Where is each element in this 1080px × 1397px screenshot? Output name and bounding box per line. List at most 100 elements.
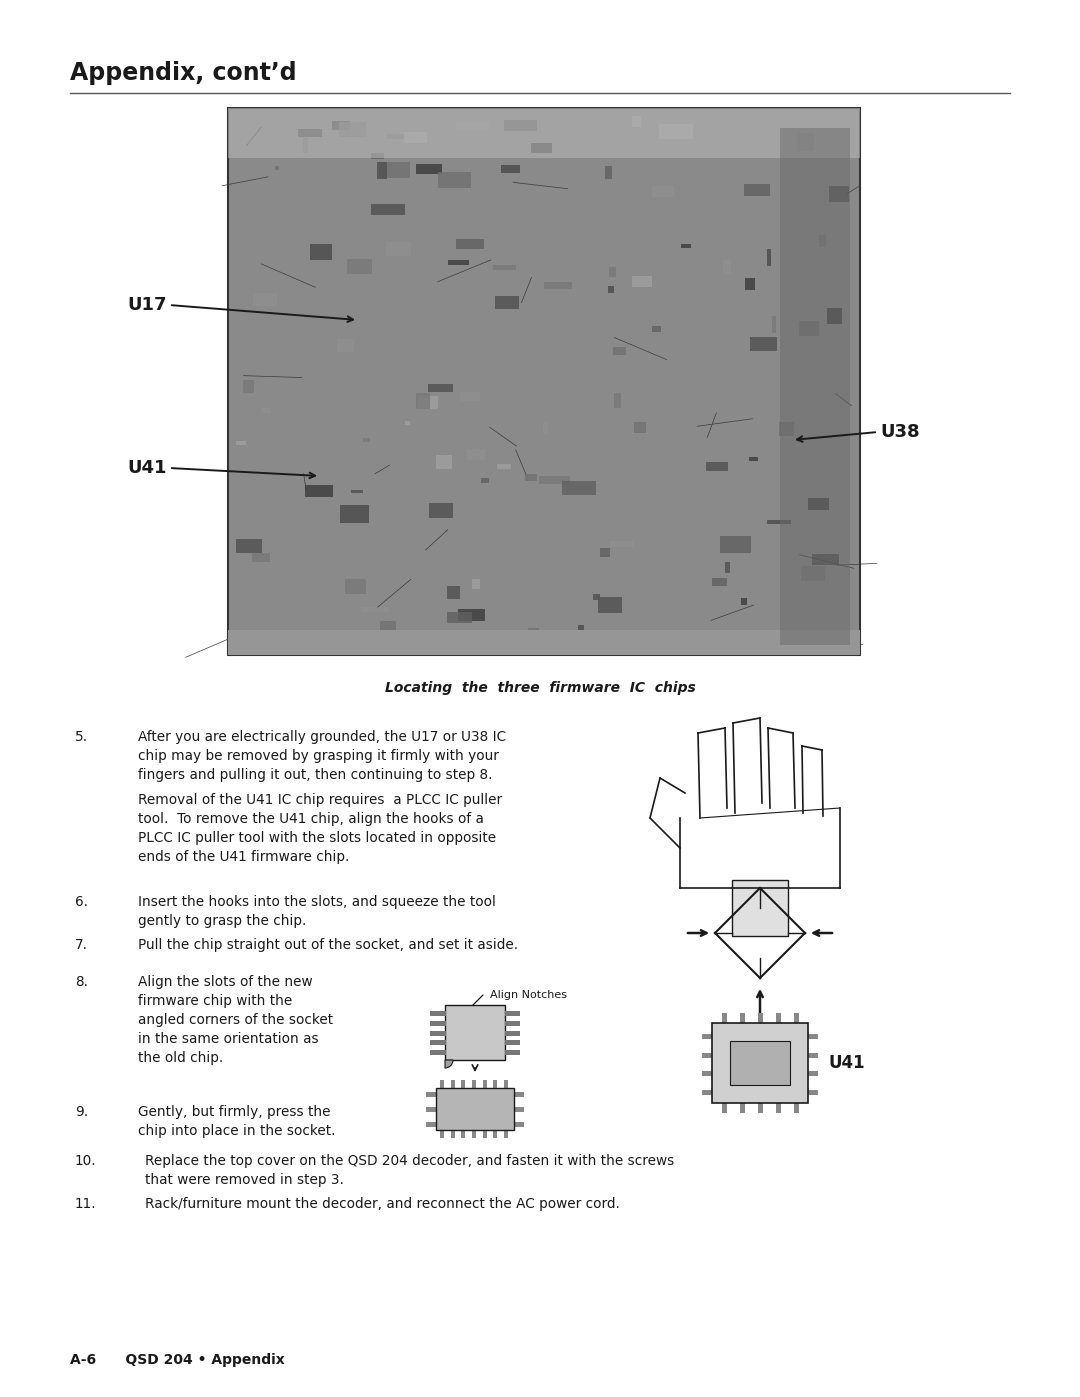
- Bar: [777, 1013, 781, 1023]
- Bar: [429, 503, 453, 518]
- Bar: [505, 1031, 519, 1035]
- Bar: [712, 577, 727, 587]
- Bar: [505, 1021, 519, 1025]
- Bar: [659, 124, 693, 140]
- Bar: [750, 337, 777, 351]
- Bar: [379, 162, 410, 177]
- Bar: [298, 130, 322, 137]
- Bar: [472, 578, 481, 590]
- Bar: [370, 204, 405, 215]
- Bar: [459, 609, 485, 622]
- Bar: [799, 320, 820, 337]
- Bar: [780, 129, 850, 645]
- Bar: [417, 163, 442, 173]
- Bar: [767, 249, 771, 267]
- Bar: [732, 880, 788, 936]
- Text: 8.: 8.: [75, 975, 87, 989]
- Bar: [461, 1130, 465, 1139]
- Bar: [801, 566, 825, 581]
- Text: Appendix, cont’d: Appendix, cont’d: [70, 61, 297, 85]
- Bar: [758, 1013, 762, 1023]
- Bar: [363, 439, 369, 441]
- Bar: [416, 394, 430, 409]
- Bar: [605, 166, 611, 179]
- Text: Replace the top cover on the QSD 204 decoder, and fasten it with the screws
that: Replace the top cover on the QSD 204 dec…: [145, 1154, 674, 1187]
- Bar: [305, 485, 333, 497]
- Bar: [723, 1013, 727, 1023]
- Text: Align the slots of the new
firmware chip with the
angled corners of the socket
i: Align the slots of the new firmware chip…: [138, 975, 333, 1065]
- Bar: [780, 422, 794, 436]
- Bar: [387, 134, 414, 138]
- Bar: [777, 1104, 781, 1113]
- Bar: [723, 1104, 727, 1113]
- Bar: [702, 1071, 712, 1076]
- Text: 7.: 7.: [75, 937, 87, 951]
- Bar: [237, 539, 262, 553]
- Text: U41: U41: [127, 460, 167, 476]
- Bar: [430, 1021, 446, 1025]
- Text: U17: U17: [127, 296, 167, 314]
- Bar: [726, 563, 730, 573]
- Bar: [808, 1053, 818, 1058]
- Bar: [745, 278, 755, 289]
- Bar: [772, 316, 777, 332]
- Bar: [445, 1004, 505, 1060]
- Bar: [720, 536, 751, 553]
- Bar: [456, 239, 485, 250]
- Wedge shape: [445, 1060, 453, 1067]
- Bar: [505, 1011, 519, 1016]
- Bar: [740, 1104, 745, 1113]
- Bar: [744, 184, 770, 196]
- Bar: [501, 165, 519, 173]
- Bar: [748, 457, 758, 461]
- Bar: [450, 1080, 455, 1088]
- Bar: [812, 553, 839, 564]
- Text: After you are electrically grounded, the U17 or U38 IC
chip may be removed by gr: After you are electrically grounded, the…: [138, 731, 507, 782]
- Bar: [504, 120, 538, 131]
- Text: Align Notches: Align Notches: [490, 990, 567, 1000]
- Bar: [418, 397, 438, 409]
- Bar: [430, 1011, 446, 1016]
- Bar: [514, 1092, 524, 1097]
- Bar: [430, 1051, 446, 1055]
- Bar: [333, 122, 350, 130]
- Bar: [447, 587, 460, 599]
- Bar: [430, 1031, 446, 1035]
- Bar: [467, 448, 485, 460]
- Bar: [386, 242, 411, 256]
- Bar: [827, 309, 842, 324]
- Bar: [494, 1130, 497, 1139]
- Bar: [472, 1080, 476, 1088]
- Bar: [505, 1051, 519, 1055]
- Bar: [377, 162, 387, 179]
- Bar: [702, 1034, 712, 1039]
- Bar: [310, 243, 332, 260]
- Bar: [405, 422, 410, 425]
- Bar: [740, 1013, 745, 1023]
- Bar: [252, 553, 270, 562]
- Bar: [481, 478, 489, 483]
- Text: 6.: 6.: [75, 895, 87, 909]
- Bar: [609, 267, 616, 277]
- Bar: [460, 393, 480, 401]
- Bar: [505, 1041, 519, 1045]
- Bar: [712, 1023, 808, 1104]
- Bar: [525, 475, 537, 481]
- Bar: [613, 346, 626, 355]
- Bar: [514, 1106, 524, 1112]
- Bar: [337, 339, 353, 352]
- Bar: [228, 108, 860, 655]
- Bar: [633, 116, 642, 127]
- Bar: [243, 380, 254, 393]
- Bar: [530, 142, 552, 152]
- Text: Locating  the  three  firmware  IC  chips: Locating the three firmware IC chips: [384, 680, 696, 694]
- Text: A-6      QSD 204 • Appendix: A-6 QSD 204 • Appendix: [70, 1354, 285, 1368]
- Bar: [435, 455, 451, 468]
- Bar: [436, 1088, 514, 1130]
- Bar: [228, 630, 860, 655]
- Bar: [237, 441, 246, 444]
- Bar: [405, 133, 428, 142]
- Text: 9.: 9.: [75, 1105, 89, 1119]
- Bar: [495, 296, 518, 309]
- Bar: [593, 594, 599, 601]
